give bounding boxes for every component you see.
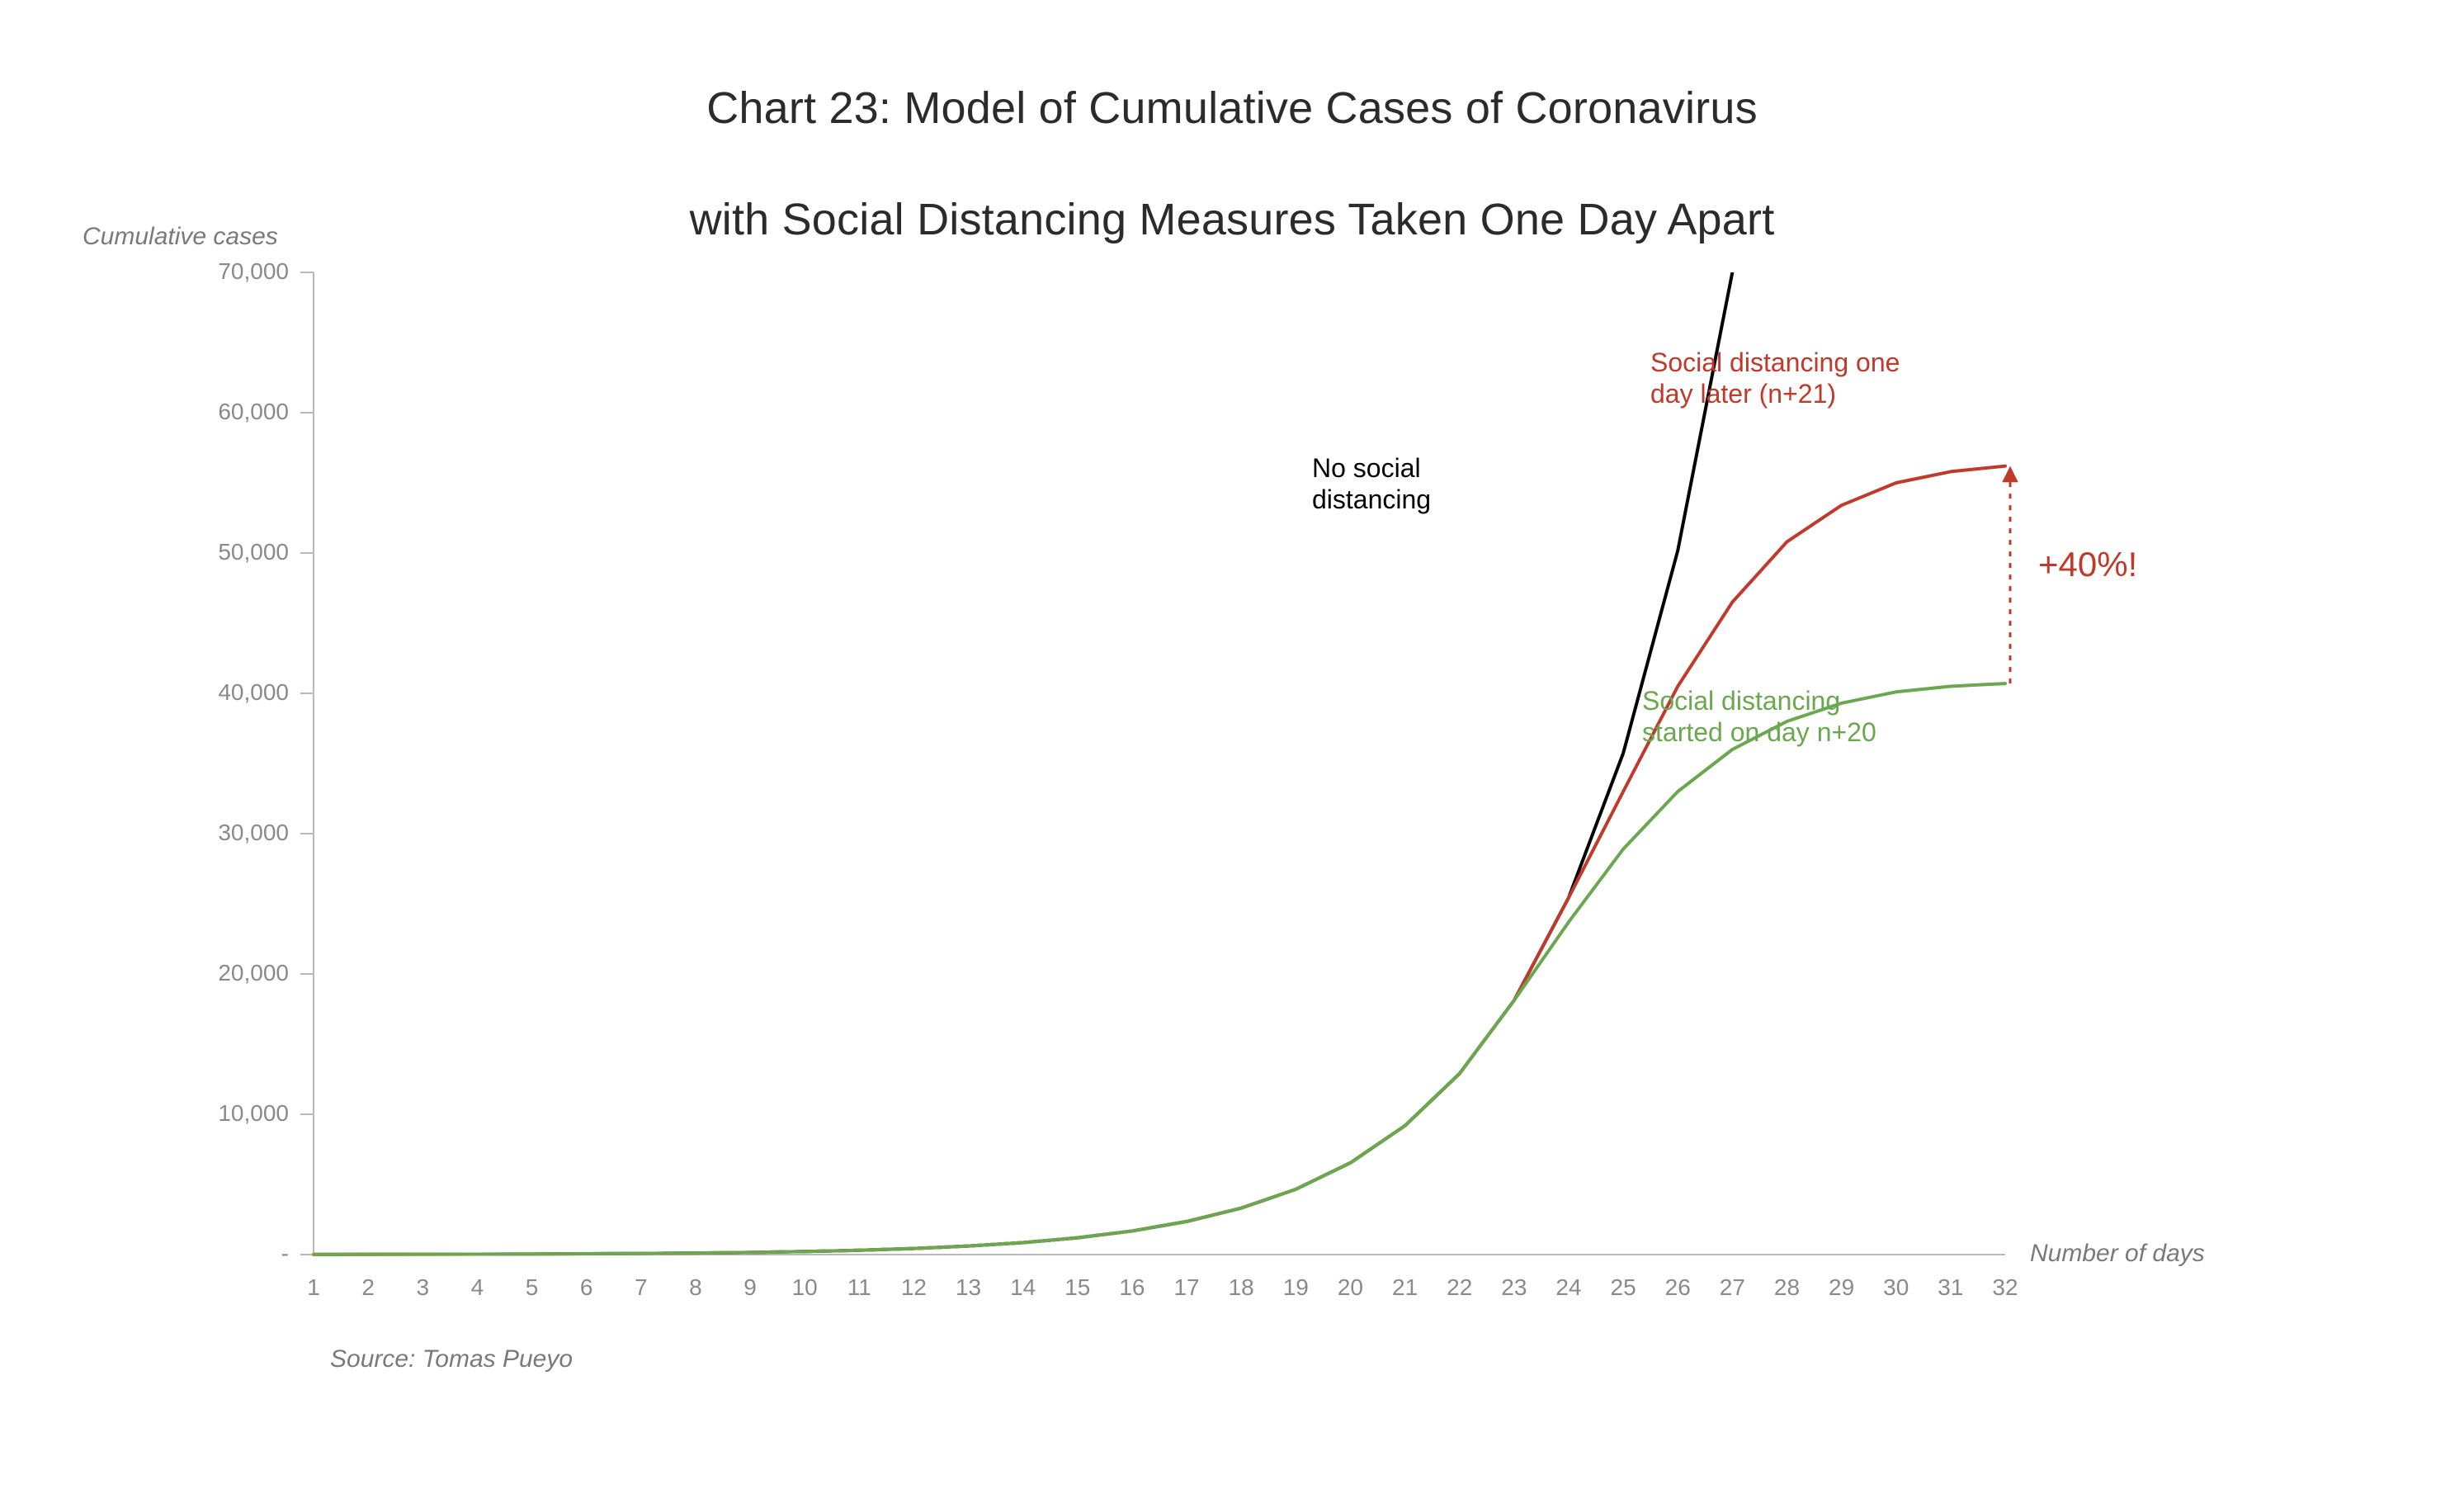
x-tick-label: 24 [1548, 1274, 1589, 1301]
x-tick-label: 11 [838, 1274, 880, 1301]
x-tick-label: 8 [675, 1274, 716, 1301]
x-tick-label: 27 [1711, 1274, 1753, 1301]
x-tick-label: 1 [293, 1274, 334, 1301]
y-tick-label: 50,000 [218, 539, 289, 565]
series-line-no_sd [314, 0, 1787, 1255]
chart-container: Chart 23: Model of Cumulative Cases of C… [0, 0, 2464, 1489]
x-tick-label: 28 [1766, 1274, 1807, 1301]
y-tick-label: - [281, 1241, 289, 1267]
x-tick-label: 12 [893, 1274, 934, 1301]
x-tick-label: 21 [1385, 1274, 1426, 1301]
x-tick-label: 18 [1220, 1274, 1262, 1301]
x-tick-label: 29 [1821, 1274, 1862, 1301]
y-tick-label: 60,000 [218, 399, 289, 425]
series-label-no_sd: No social distancing [1312, 452, 1431, 516]
x-tick-label: 13 [948, 1274, 989, 1301]
x-tick-label: 25 [1603, 1274, 1644, 1301]
chart-svg [0, 0, 2464, 1489]
series-label-sd_n20: Social distancing started on day n+20 [1642, 685, 1876, 749]
x-tick-label: 22 [1439, 1274, 1480, 1301]
x-tick-label: 3 [402, 1274, 443, 1301]
x-tick-label: 10 [784, 1274, 825, 1301]
x-tick-label: 6 [566, 1274, 607, 1301]
x-tick-label: 23 [1494, 1274, 1535, 1301]
x-tick-label: 16 [1112, 1274, 1153, 1301]
callout-label: +40%! [2038, 545, 2137, 584]
x-tick-label: 30 [1876, 1274, 1917, 1301]
x-tick-label: 17 [1166, 1274, 1207, 1301]
x-tick-label: 15 [1057, 1274, 1098, 1301]
series-line-sd_n20 [314, 683, 2005, 1255]
series-line-sd_n21 [314, 466, 2005, 1255]
y-tick-label: 10,000 [218, 1100, 289, 1127]
x-tick-label: 2 [347, 1274, 389, 1301]
y-tick-label: 40,000 [218, 679, 289, 706]
series-label-sd_n21: Social distancing one day later (n+21) [1650, 347, 1900, 410]
y-tick-label: 20,000 [218, 960, 289, 986]
x-tick-label: 32 [1985, 1274, 2026, 1301]
x-tick-label: 14 [1003, 1274, 1044, 1301]
y-tick-label: 30,000 [218, 820, 289, 846]
x-tick-label: 5 [512, 1274, 553, 1301]
x-tick-label: 19 [1275, 1274, 1316, 1301]
x-tick-label: 20 [1329, 1274, 1371, 1301]
y-tick-label: 70,000 [218, 258, 289, 285]
x-tick-label: 31 [1930, 1274, 1971, 1301]
x-tick-label: 9 [729, 1274, 771, 1301]
x-tick-label: 26 [1657, 1274, 1698, 1301]
x-tick-label: 4 [456, 1274, 498, 1301]
x-tick-label: 7 [621, 1274, 662, 1301]
